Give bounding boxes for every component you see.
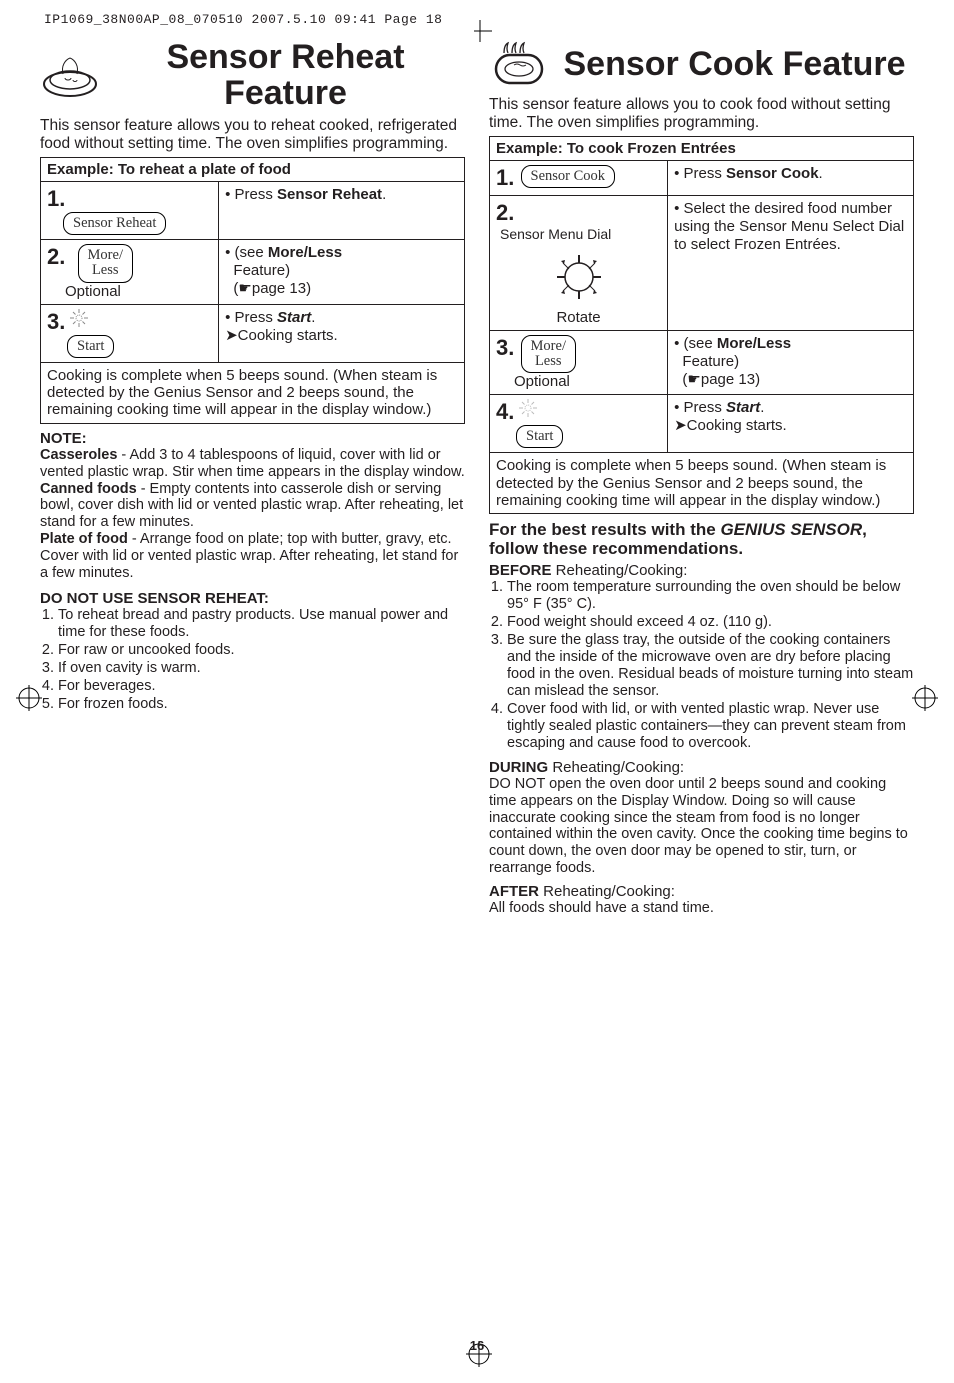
before-4: Cover food with lid, or with vented plas… xyxy=(507,701,914,752)
left-footnote: Cooking is complete when 5 beeps sound. … xyxy=(41,362,465,423)
before-1: The room temperature surrounding the ove… xyxy=(507,579,914,613)
start-key-2[interactable]: Start xyxy=(516,425,563,448)
r-step4-num: 4. xyxy=(496,399,514,425)
right-example-table: Example: To cook Frozen Entrées 1. Senso… xyxy=(489,136,914,514)
reheat-icon xyxy=(40,51,100,101)
right-title: Sensor Cook Feature xyxy=(555,47,914,83)
right-footnote: Cooking is complete when 5 beeps sound. … xyxy=(490,453,914,514)
donot-list: To reheat bread and pastry products. Use… xyxy=(58,607,465,714)
sensor-reheat-key[interactable]: Sensor Reheat xyxy=(63,212,166,235)
more-less-key-2[interactable]: More/ Less xyxy=(521,335,576,373)
donot-4: For beverages. xyxy=(58,678,465,695)
sensor-menu-dial-label: Sensor Menu Dial xyxy=(500,226,611,242)
start-key[interactable]: Start xyxy=(67,335,114,358)
r-step1-right: • Press Sensor Cook. xyxy=(668,160,914,195)
during-heading: DURING Reheating/Cooking: xyxy=(489,759,914,776)
donot-3: If oven cavity is warm. xyxy=(58,660,465,677)
after-heading: AFTER Reheating/Cooking: xyxy=(489,883,914,900)
left-step2-right: • (see More/Less Feature) (☛page 13) xyxy=(219,240,465,304)
left-example-header: Example: To reheat a plate of food xyxy=(41,158,465,182)
r-step3-num: 3. xyxy=(496,335,514,361)
sensor-cook-key[interactable]: Sensor Cook xyxy=(521,165,616,188)
rotate-label: Rotate xyxy=(496,309,661,326)
right-example-header: Example: To cook Frozen Entrées xyxy=(490,136,914,160)
note-label: NOTE: xyxy=(40,430,465,447)
more-less-key[interactable]: More/ Less xyxy=(78,244,133,282)
left-step2-optional: Optional xyxy=(65,283,121,300)
sun-icon xyxy=(70,309,88,331)
after-text: All foods should have a stand time. xyxy=(489,900,914,917)
before-heading: BEFORE Reheating/Cooking: xyxy=(489,562,914,579)
donot-2: For raw or uncooked foods. xyxy=(58,642,465,659)
r-step1-num: 1. xyxy=(496,165,514,191)
note-3: Plate of food - Arrange food on plate; t… xyxy=(40,531,465,582)
before-3: Be sure the glass tray, the outside of t… xyxy=(507,632,914,700)
r-step2-num: 2. xyxy=(496,200,514,226)
left-column: Sensor Reheat Feature This sensor featur… xyxy=(40,40,465,917)
r-step3-optional: Optional xyxy=(514,373,570,390)
dial-icon[interactable] xyxy=(539,245,619,309)
running-head: IP1069_38N00AP_08_070510 2007.5.10 09:41… xyxy=(44,12,442,27)
left-example-table: Example: To reheat a plate of food 1. Se… xyxy=(40,157,465,424)
donot-1: To reheat bread and pastry products. Use… xyxy=(58,607,465,641)
before-2: Food weight should exceed 4 oz. (110 g). xyxy=(507,614,914,631)
before-list: The room temperature surrounding the ove… xyxy=(507,579,914,753)
left-intro: This sensor feature allows you to reheat… xyxy=(40,117,465,153)
r-step2-right: • Select the desired food number using t… xyxy=(668,195,914,330)
during-text: DO NOT open the oven door until 2 beeps … xyxy=(489,776,914,878)
cook-icon xyxy=(489,40,549,90)
page-number: 16 xyxy=(470,1338,484,1353)
donot-5: For frozen foods. xyxy=(58,696,465,713)
right-column: Sensor Cook Feature This sensor feature … xyxy=(489,40,914,917)
sun-icon-2 xyxy=(519,399,537,421)
header-crop-line xyxy=(474,16,514,46)
r-step4-right: • Press Start.➤Cooking starts. xyxy=(668,395,914,453)
note-2: Canned foods - Empty contents into casse… xyxy=(40,481,465,532)
left-step3-num: 3. xyxy=(47,309,65,335)
donot-header: DO NOT USE SENSOR REHEAT: xyxy=(40,590,465,607)
left-step1-num: 1. xyxy=(47,186,65,212)
r-step3-right: • (see More/Less Feature) (☛page 13) xyxy=(668,330,914,394)
right-intro: This sensor feature allows you to cook f… xyxy=(489,96,914,132)
reg-mark-right xyxy=(912,685,938,711)
left-title: Sensor Reheat Feature xyxy=(106,40,465,111)
best-results-header: For the best results with the GENIUS SEN… xyxy=(489,520,914,558)
reg-mark-left xyxy=(16,685,42,711)
left-step1-right: • Press Sensor Reheat. xyxy=(219,182,465,240)
note-1: Casseroles - Add 3 to 4 tablespoons of l… xyxy=(40,447,465,481)
left-step3-right: • Press Start.➤Cooking starts. xyxy=(219,304,465,362)
left-step2-num: 2. xyxy=(47,244,65,270)
